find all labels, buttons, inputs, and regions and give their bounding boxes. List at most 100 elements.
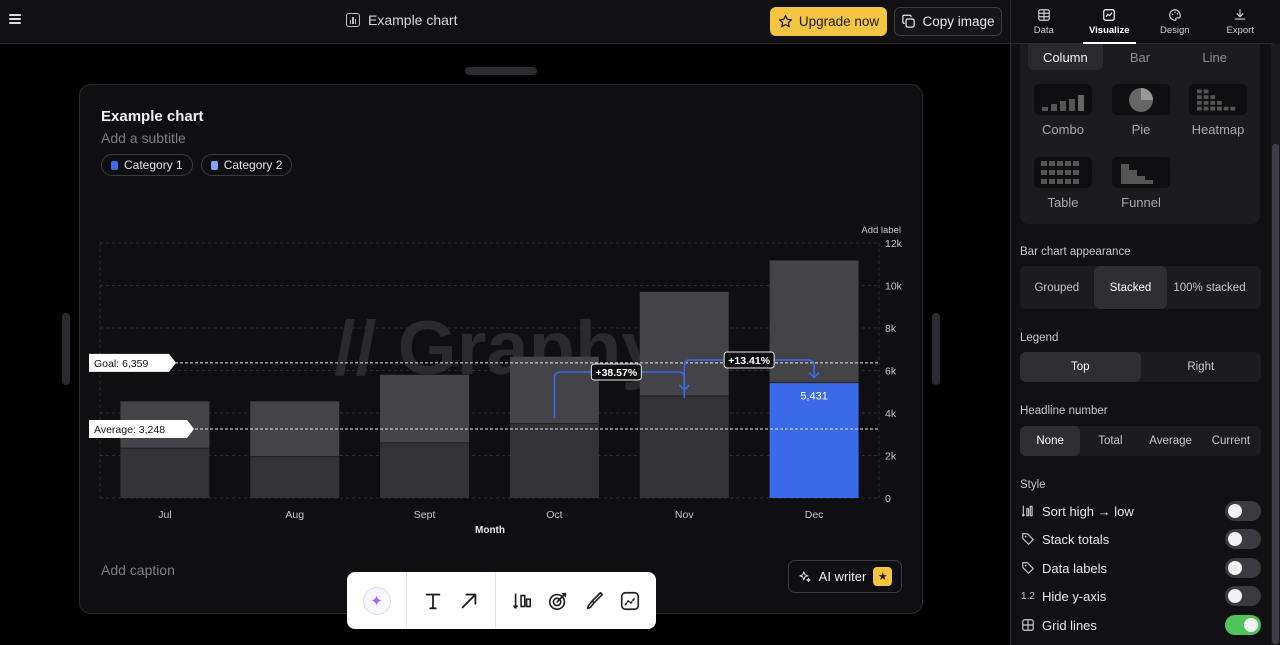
y-tick-label: 6k	[885, 366, 897, 378]
bar-appearance-heading: Bar chart appearance	[1020, 246, 1131, 258]
arrow-icon[interactable]	[453, 585, 485, 617]
legend-position-selector: Top Right	[1020, 352, 1261, 382]
option-total[interactable]: Total	[1098, 435, 1123, 447]
style-stack-totals: Stack totals	[1020, 527, 1261, 551]
sort-toggle[interactable]	[1225, 501, 1261, 521]
style-data-labels: Data labels	[1020, 556, 1261, 580]
growth-label-bg	[723, 351, 775, 369]
grid-lines-toggle[interactable]	[1225, 615, 1261, 635]
document-title[interactable]: Example chart	[346, 12, 457, 28]
subtitle-placeholder[interactable]: Add a subtitle	[101, 130, 186, 146]
growth-arrow-head	[808, 372, 820, 379]
resize-handle-right[interactable]	[932, 313, 940, 385]
table-icon	[1037, 8, 1050, 21]
option-100-stacked[interactable]: 100% stacked	[1173, 281, 1246, 294]
option-stacked[interactable]: Stacked	[1093, 266, 1168, 309]
chart-type-line[interactable]: Line	[1202, 49, 1227, 65]
legend-label: Category 1	[124, 158, 183, 172]
hide-y-axis-toggle[interactable]	[1225, 586, 1261, 606]
y-axis-label-placeholder: Add label	[861, 225, 901, 236]
data-label: 5,431	[800, 391, 828, 403]
copy-image-button[interactable]: Copy image	[894, 7, 1002, 36]
chart-type-funnel[interactable]: Funnel	[1111, 157, 1171, 210]
brush-icon[interactable]	[578, 585, 610, 617]
caption-placeholder[interactable]: Add caption	[101, 562, 175, 578]
chart-type-column[interactable]: Column	[1028, 44, 1103, 70]
legend-heading: Legend	[1020, 332, 1059, 344]
legend-item-category-1[interactable]: Category 1	[101, 154, 193, 176]
chart-title[interactable]: Example chart	[101, 108, 204, 125]
style-label: Hide y-axis	[1042, 588, 1107, 604]
palette-icon	[1168, 8, 1181, 21]
stack-totals-toggle[interactable]	[1225, 529, 1261, 549]
bar-segment-category-1	[639, 396, 729, 498]
option-right[interactable]: Right	[1187, 361, 1215, 373]
ai-writer-button[interactable]: AI writer ★	[788, 560, 902, 593]
sort-icon[interactable]	[506, 585, 538, 617]
y-tick-label: 2k	[885, 451, 897, 463]
bar-segment-category-1	[769, 382, 859, 498]
option-grouped[interactable]: Grouped	[1034, 281, 1080, 294]
bar-appearance-selector: Grouped Stacked 100% stacked	[1020, 266, 1261, 309]
chart-type-table[interactable]: Table	[1033, 157, 1093, 210]
option-current[interactable]: Current	[1211, 435, 1251, 447]
tab-label: Export	[1226, 24, 1254, 36]
x-tick-label: Aug	[285, 509, 304, 521]
text-icon[interactable]	[417, 585, 449, 617]
toolbar-text-group	[407, 572, 496, 629]
option-average[interactable]: Average	[1149, 435, 1192, 447]
target-icon[interactable]	[542, 585, 574, 617]
toggle-knob	[1228, 561, 1242, 575]
chart-type-combo[interactable]: Combo	[1033, 84, 1093, 137]
trend-icon[interactable]	[614, 585, 646, 617]
panel-tabs: Data Visualize Design Export	[1011, 0, 1273, 44]
option-none[interactable]: None	[1020, 426, 1081, 456]
tab-visualize[interactable]: Visualize	[1077, 0, 1143, 44]
tab-design[interactable]: Design	[1142, 0, 1208, 43]
chart-type-pie[interactable]: Pie	[1111, 84, 1171, 137]
legend-label: Category 2	[223, 158, 283, 172]
tab-data[interactable]: Data	[1011, 0, 1077, 43]
chart-type-label: Table	[1047, 195, 1079, 210]
bar-segment-category-1	[120, 448, 210, 498]
y-tick-label: 12k	[885, 238, 903, 250]
chart-type-row-top: Column Bar Line	[1028, 44, 1252, 70]
tag-icon	[1020, 531, 1036, 547]
style-label: Grid lines	[1042, 617, 1097, 633]
upgrade-button[interactable]: Upgrade now	[770, 7, 887, 36]
legend-swatch	[210, 160, 218, 170]
bar-segment-category-1	[250, 456, 340, 498]
chart-icon	[1103, 8, 1116, 21]
annotation-toolbar: ✦	[347, 572, 656, 629]
hamburger-menu-icon[interactable]	[9, 14, 21, 24]
resize-handle-top[interactable]	[465, 67, 537, 75]
number-format-icon: 1.2	[1021, 590, 1035, 602]
chart-type-heatmap[interactable]: Heatmap	[1188, 84, 1248, 137]
ai-sparkle-icon[interactable]: ✦	[362, 586, 391, 615]
y-tick-label: 8k	[885, 323, 897, 335]
growth-label-bg	[590, 363, 642, 381]
legend-item-category-2[interactable]: Category 2	[200, 154, 293, 176]
bar-segment-category-2	[380, 374, 470, 443]
headline-heading: Headline number	[1020, 405, 1108, 417]
toggle-knob	[1244, 618, 1258, 632]
sparkle-icon	[798, 570, 811, 582]
style-label: Sort high → low	[1042, 503, 1134, 519]
x-tick-label: Oct	[546, 509, 562, 521]
reference-label-bg	[89, 419, 194, 438]
chart-type-label: Heatmap	[1191, 122, 1245, 137]
tab-export[interactable]: Export	[1208, 0, 1274, 43]
toggle-knob	[1228, 504, 1242, 518]
premium-star-icon: ★	[873, 567, 893, 586]
x-axis-label: Month	[475, 525, 505, 536]
panel-scrollbar[interactable]	[1271, 44, 1280, 645]
data-labels-toggle[interactable]	[1225, 558, 1261, 578]
document-title-text: Example chart	[368, 12, 458, 28]
option-top[interactable]: Top	[1020, 352, 1141, 382]
chart-type-bar[interactable]: Bar	[1129, 49, 1151, 65]
funnel-thumbnail-icon	[1112, 157, 1170, 188]
table-thumbnail-icon	[1034, 157, 1092, 188]
resize-handle-left[interactable]	[62, 313, 70, 385]
scrollbar-thumb[interactable]	[1272, 144, 1279, 644]
